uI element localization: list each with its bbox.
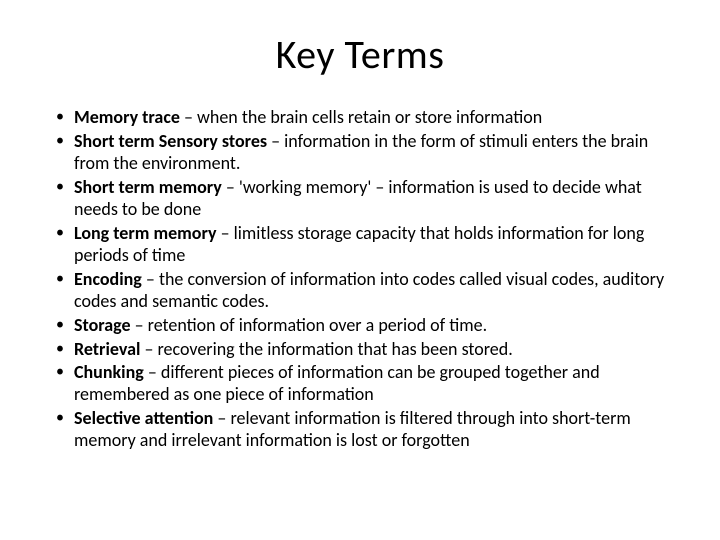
term: Storage [74,314,131,336]
slide: Key Terms Memory trace – when the brain … [0,0,720,540]
term: Encoding [74,268,142,290]
term: Short term memory [74,176,222,198]
bullet-list: Memory trace – when the brain cells reta… [50,107,670,452]
term: Chunking [74,361,144,383]
list-item: Memory trace – when the brain cells reta… [50,107,670,129]
list-item: Short term Sensory stores – information … [50,131,670,175]
term: Selective attention [74,407,213,429]
list-item: Short term memory – 'working memory' – i… [50,177,670,221]
definition: – when the brain cells retain or store i… [180,106,542,128]
term: Retrieval [74,338,140,360]
term: Memory trace [74,106,180,128]
list-item: Storage – retention of information over … [50,315,670,337]
list-item: Retrieval – recovering the information t… [50,339,670,361]
definition: – retention of information over a period… [131,314,488,336]
list-item: Encoding – the conversion of information… [50,269,670,313]
term: Long term memory [74,222,217,244]
definition: – recovering the information that has be… [140,338,512,360]
list-item: Chunking – different pieces of informati… [50,362,670,406]
definition: – the conversion of information into cod… [74,268,664,312]
slide-title: Key Terms [50,30,670,79]
list-item: Selective attention – relevant informati… [50,408,670,452]
term: Short term Sensory stores [74,130,267,152]
definition: – different pieces of information can be… [74,361,600,405]
list-item: Long term memory – limitless storage cap… [50,223,670,267]
